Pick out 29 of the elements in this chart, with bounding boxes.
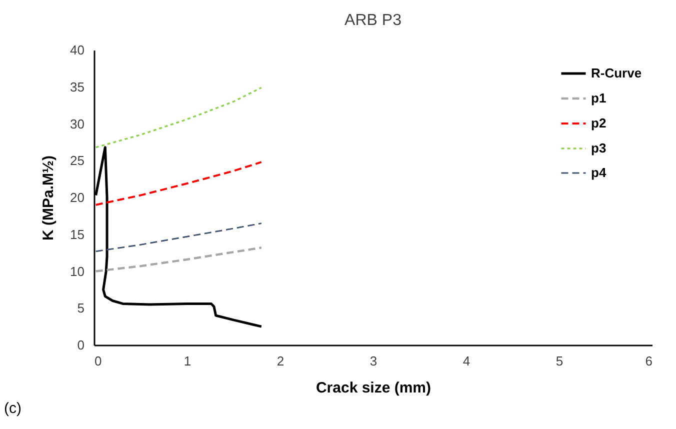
legend-label: R-Curve xyxy=(591,66,642,80)
y-tick-label: 35 xyxy=(70,79,84,94)
x-tick-label: 0 xyxy=(94,354,102,368)
line-series xyxy=(94,86,262,148)
y-tick-label: 0 xyxy=(77,338,84,352)
x-tick-label: 1 xyxy=(184,354,192,368)
x-tick-label: 4 xyxy=(462,354,470,368)
line-series xyxy=(94,161,262,206)
legend-label: p1 xyxy=(591,90,606,106)
x-tick-label: 3 xyxy=(370,354,378,368)
line-series xyxy=(94,246,263,272)
chart-title: ARB P3 xyxy=(344,12,402,29)
y-tick-label: 30 xyxy=(70,116,84,132)
y-tick-label: 40 xyxy=(70,42,84,58)
legend-label: p4 xyxy=(591,165,607,180)
y-axis-title: K (MPa.M½) xyxy=(40,155,58,241)
legend-label: p2 xyxy=(591,116,606,130)
text: (c) xyxy=(4,400,22,417)
y-tick-label: 20 xyxy=(70,190,84,205)
x-axis-title: Crack size (mm) xyxy=(316,380,432,396)
y-tick-label: 10 xyxy=(70,264,84,279)
y-tick-label: 5 xyxy=(77,300,84,316)
line-series xyxy=(95,222,262,252)
x-tick-label: 2 xyxy=(276,354,284,368)
y-tick-label: 15 xyxy=(70,226,84,242)
y-tick-label: 25 xyxy=(70,153,84,168)
x-tick-label: 6 xyxy=(645,354,652,368)
legend-label: p3 xyxy=(591,140,606,156)
x-tick-label: 5 xyxy=(556,354,564,368)
